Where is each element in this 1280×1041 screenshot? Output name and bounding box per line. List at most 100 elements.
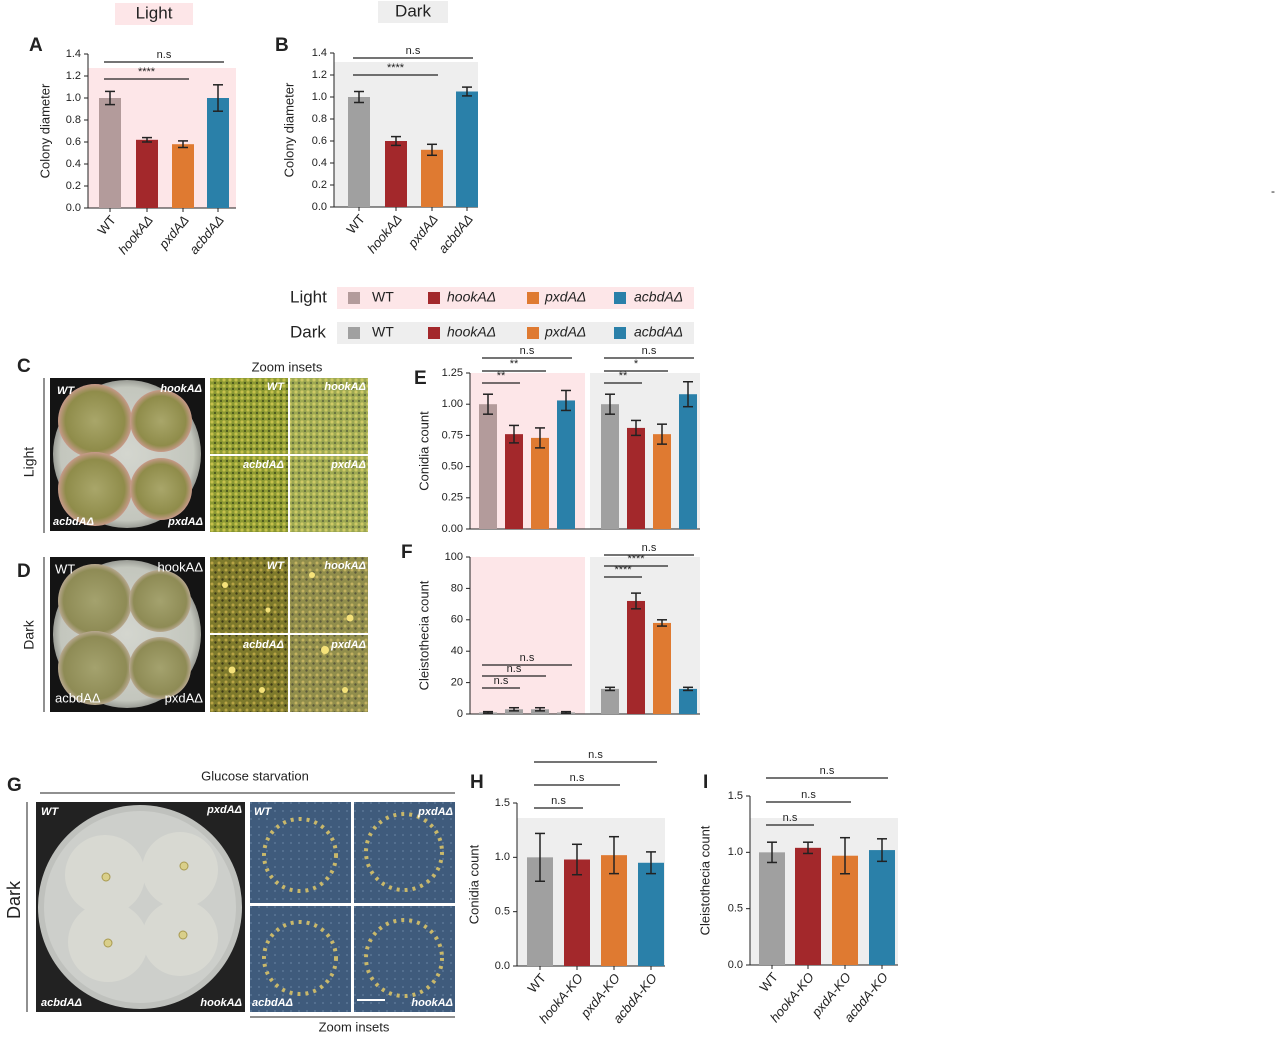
side-label: Light	[21, 447, 37, 477]
significance-label: **	[510, 358, 519, 370]
x-tick-label: acbdAΔ	[435, 211, 476, 256]
colony	[58, 631, 132, 705]
y-tick-label: 0.2	[312, 179, 327, 191]
insets-title: Zoom insets	[252, 359, 323, 374]
photo-label: hookAΔ	[157, 559, 203, 574]
y-tick-label: 1.2	[66, 70, 81, 82]
y-tick-label: 1.5	[495, 797, 510, 809]
dish	[44, 811, 236, 1003]
legend-label: hookAΔ	[447, 324, 496, 340]
colony-ring	[262, 812, 444, 998]
significance-label: **	[497, 370, 506, 382]
significance-label: n.s	[406, 45, 421, 57]
header: Light	[136, 3, 173, 22]
inset-photo	[210, 557, 288, 633]
photo-label: hookAΔ	[324, 381, 366, 393]
bar	[679, 394, 697, 529]
colony	[58, 452, 132, 526]
significance-label: ****	[627, 553, 645, 565]
panel-letter: B	[275, 35, 289, 56]
bar	[627, 600, 645, 714]
y-tick-label: 0.6	[312, 135, 327, 147]
stray-mark: -	[1271, 184, 1275, 198]
significance-label: ****	[138, 66, 156, 78]
significance-label: ****	[614, 564, 632, 576]
y-tick-label: 0.5	[495, 906, 510, 918]
legend-swatch	[348, 292, 360, 304]
y-tick-label: 0.0	[728, 959, 743, 971]
significance-label: n.s	[520, 652, 535, 664]
y-tick-label: 80	[451, 582, 463, 594]
significance-label: n.s	[588, 749, 603, 761]
significance-label: n.s	[157, 49, 172, 61]
significance-label: n.s	[642, 542, 657, 554]
photo-label: hookAΔ	[324, 560, 366, 572]
legend-swatch	[527, 327, 539, 339]
bar	[679, 688, 697, 714]
bar	[638, 862, 664, 966]
bar	[795, 847, 821, 965]
y-axis-label: Colony diameter	[281, 82, 296, 177]
y-tick-label: 40	[451, 645, 463, 657]
photo-label: pxdAΔ	[206, 804, 242, 816]
bar	[759, 852, 785, 965]
y-axis-label: Conidia count	[466, 844, 481, 924]
significance-label: n.s	[570, 772, 585, 784]
photo-label: WT	[267, 560, 285, 572]
bar	[421, 149, 443, 207]
y-tick-label: 0.4	[66, 158, 81, 170]
y-tick-label: 1.0	[728, 846, 743, 858]
colony	[129, 637, 191, 699]
y-tick-label: 1.0	[495, 851, 510, 863]
significance-label: **	[619, 370, 628, 382]
legend-label: acbdAΔ	[634, 324, 683, 340]
side-label: Dark	[21, 619, 37, 650]
inset-photo	[210, 635, 288, 712]
significance-label: n.s	[642, 345, 657, 357]
bar	[531, 709, 549, 714]
bar	[557, 400, 575, 529]
panel-letter: G	[7, 775, 22, 796]
legend-swatch	[428, 292, 440, 304]
bar	[653, 434, 671, 529]
photo-label: hookAΔ	[160, 383, 202, 395]
y-axis-label: Cleistothecia count	[697, 825, 712, 935]
photo-label: WT	[57, 385, 75, 397]
y-tick-label: 0.2	[66, 180, 81, 192]
photo-label: acbdAΔ	[53, 516, 94, 528]
x-tick-label: WT	[343, 211, 368, 236]
y-tick-label: 1.0	[66, 92, 81, 104]
header: Dark	[395, 1, 431, 20]
y-tick-label: 0.0	[66, 202, 81, 214]
x-tick-label: hookAΔ	[115, 212, 156, 257]
photo-label: hookAΔ	[200, 997, 242, 1009]
bar	[172, 144, 194, 208]
y-axis-label: Colony diameter	[37, 83, 52, 178]
y-tick-label: 0.5	[728, 903, 743, 915]
legend-label: hookAΔ	[447, 289, 496, 305]
bar	[385, 141, 407, 207]
side-label: Dark	[4, 880, 24, 919]
legend-swatch	[614, 327, 626, 339]
y-tick-label: 0.4	[312, 157, 327, 169]
bar	[869, 850, 895, 965]
y-tick-label: 1.4	[312, 47, 327, 59]
bar	[505, 709, 523, 714]
significance-label: n.s	[520, 345, 535, 357]
y-tick-label: 0.8	[312, 113, 327, 125]
legend-label: acbdAΔ	[634, 289, 683, 305]
x-tick-label: acbdAΔ	[186, 212, 227, 257]
x-tick-label: WT	[94, 212, 119, 237]
significance-label: n.s	[494, 675, 509, 687]
panel-letter: F	[401, 542, 413, 563]
y-tick-label: 100	[445, 551, 463, 563]
photo-label: hookAΔ	[411, 997, 453, 1009]
significance-label: n.s	[801, 789, 816, 801]
plot-background	[470, 557, 585, 714]
colony-center	[101, 861, 189, 948]
bar	[479, 404, 497, 529]
insets-title: Zoom insets	[319, 1019, 390, 1034]
y-tick-label: 0	[457, 708, 463, 720]
photo-label: WT	[254, 806, 272, 818]
